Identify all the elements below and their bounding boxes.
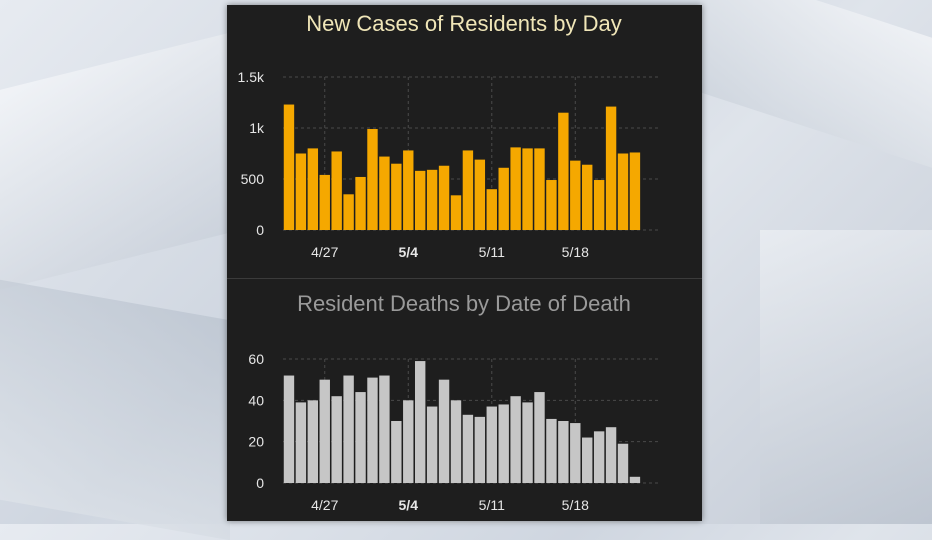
cases-bar bbox=[605, 106, 617, 230]
deaths-bar bbox=[450, 400, 462, 483]
charts-canvas: New Cases of Residents by Day Resident D… bbox=[238, 11, 659, 513]
cases-bar bbox=[283, 104, 295, 230]
deaths-bar bbox=[355, 392, 366, 483]
y-tick-label: 0 bbox=[256, 222, 264, 238]
deaths-bar bbox=[319, 379, 330, 483]
deaths-bar bbox=[546, 418, 557, 483]
cases-bar bbox=[426, 169, 438, 230]
cases-bar bbox=[379, 156, 390, 230]
deaths-chart: 0 20 40 60 4/27 5/4 5/11 5/18 bbox=[248, 351, 659, 513]
x-tick-label: 5/11 bbox=[479, 497, 505, 513]
x-tick-label: 5/4 bbox=[399, 497, 419, 513]
cases-bar bbox=[629, 152, 641, 230]
cases-bar bbox=[534, 148, 545, 230]
cases-bar bbox=[450, 195, 462, 230]
cases-bar bbox=[403, 150, 414, 230]
cases-chart: 0 500 1k 1.5k 4/27 5/4 5/11 5/18 bbox=[238, 69, 659, 260]
deaths-bar bbox=[379, 375, 390, 483]
deaths-bar bbox=[331, 396, 342, 483]
background-panel bbox=[0, 30, 240, 290]
cases-bar bbox=[474, 159, 486, 230]
x-tick-label: 5/18 bbox=[562, 497, 589, 513]
cases-bar bbox=[593, 180, 605, 230]
panel-divider bbox=[227, 278, 702, 279]
cases-bar bbox=[295, 153, 307, 230]
deaths-bar bbox=[582, 437, 593, 483]
deaths-bar bbox=[570, 423, 581, 483]
x-tick-label: 5/4 bbox=[399, 244, 419, 260]
background-panel bbox=[700, 0, 932, 168]
deaths-bar bbox=[307, 400, 319, 483]
deaths-bar bbox=[295, 402, 307, 483]
y-tick-label: 20 bbox=[248, 434, 264, 450]
cases-bar bbox=[414, 170, 426, 230]
cases-bar bbox=[355, 176, 366, 230]
deaths-bar bbox=[617, 443, 629, 483]
y-tick-label: 1k bbox=[249, 120, 265, 136]
cases-bar bbox=[462, 150, 474, 230]
cases-bar bbox=[582, 164, 593, 230]
y-tick-label: 1.5k bbox=[238, 69, 265, 85]
deaths-chart-title: Resident Deaths by Date of Death bbox=[297, 291, 631, 316]
dashboard-panel: New Cases of Residents by Day Resident D… bbox=[227, 5, 702, 521]
y-tick-label: 40 bbox=[248, 392, 264, 408]
deaths-bar bbox=[426, 406, 438, 483]
y-tick-label: 60 bbox=[248, 351, 264, 367]
deaths-bar bbox=[522, 402, 533, 483]
deaths-bar bbox=[510, 396, 521, 483]
y-tick-label: 0 bbox=[256, 475, 264, 491]
cases-bar bbox=[510, 147, 521, 230]
deaths-bar bbox=[438, 379, 450, 483]
x-tick-label: 4/27 bbox=[311, 497, 338, 513]
cases-bar bbox=[546, 180, 557, 230]
cases-bar bbox=[486, 189, 497, 230]
deaths-bar bbox=[534, 392, 545, 483]
cases-bar bbox=[307, 148, 319, 230]
deaths-bar bbox=[605, 427, 617, 483]
background-panel bbox=[760, 230, 932, 524]
x-tick-label: 5/18 bbox=[562, 244, 589, 260]
cases-bar bbox=[438, 165, 450, 230]
cases-chart-title: New Cases of Residents by Day bbox=[306, 11, 621, 36]
cases-bar bbox=[617, 153, 629, 230]
background-panel bbox=[0, 279, 230, 540]
x-tick-label: 5/11 bbox=[479, 244, 505, 260]
cases-bar bbox=[331, 151, 342, 230]
deaths-bar bbox=[593, 431, 605, 483]
deaths-bar bbox=[498, 404, 509, 483]
deaths-bar bbox=[403, 400, 414, 483]
cases-bar bbox=[319, 174, 330, 230]
cases-bar bbox=[498, 167, 509, 230]
deaths-bar bbox=[462, 414, 474, 483]
deaths-bar bbox=[391, 421, 402, 483]
deaths-bar bbox=[486, 406, 497, 483]
cases-bar bbox=[343, 194, 354, 230]
cases-bar bbox=[391, 163, 402, 230]
deaths-bar bbox=[343, 375, 354, 483]
deaths-bar bbox=[283, 375, 295, 483]
deaths-bar bbox=[474, 416, 486, 483]
x-tick-label: 4/27 bbox=[311, 244, 338, 260]
deaths-bar bbox=[367, 377, 378, 483]
cases-bar bbox=[522, 148, 533, 230]
cases-bar bbox=[558, 112, 569, 230]
deaths-bar bbox=[629, 476, 641, 483]
cases-bar bbox=[367, 129, 378, 230]
deaths-bar bbox=[558, 421, 569, 483]
cases-bar bbox=[570, 160, 581, 230]
deaths-bar bbox=[414, 361, 426, 483]
y-tick-label: 500 bbox=[241, 171, 265, 187]
